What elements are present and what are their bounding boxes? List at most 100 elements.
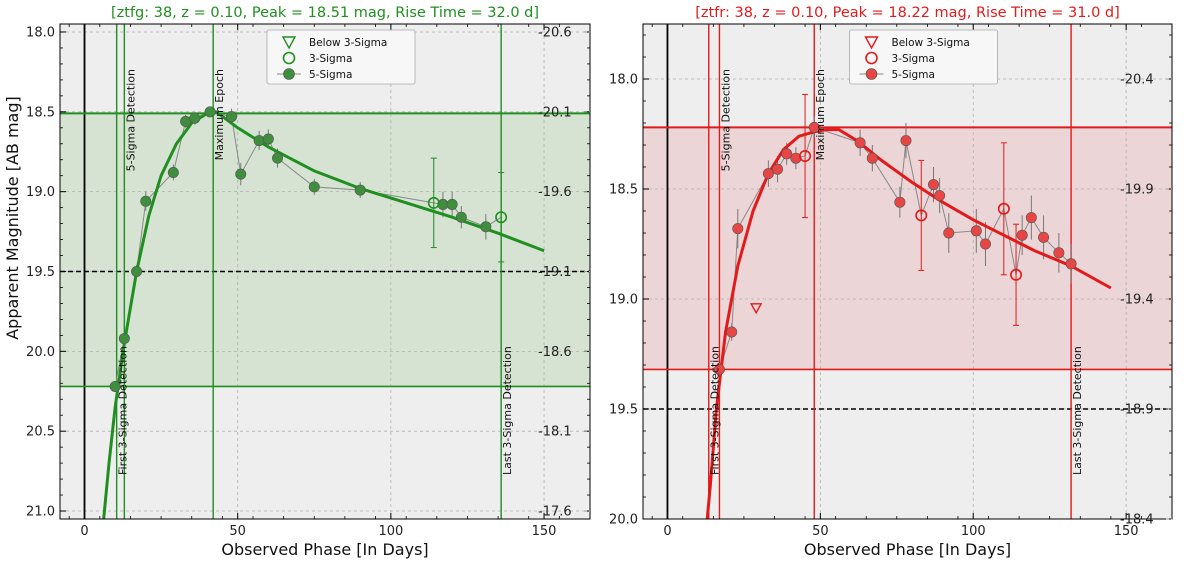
point-5sigma [1038, 231, 1050, 243]
point-5sigma [762, 168, 774, 180]
point-5sigma [354, 184, 366, 196]
right-tick-label: -19.1 [538, 265, 572, 280]
point-5sigma [226, 111, 238, 123]
point-5sigma [866, 152, 878, 164]
x-tick-label: 100 [378, 524, 403, 539]
point-5sigma [262, 133, 274, 145]
legend-box [849, 29, 998, 85]
chart-title: [ztfr: 38, z = 0.10, Peak = 18.22 mag, R… [695, 5, 1120, 21]
x-tick-label: 100 [961, 524, 986, 539]
point-5sigma [167, 167, 179, 179]
point-5sigma [180, 115, 192, 127]
legend-label-1: Below 3-Sigma [892, 37, 970, 49]
point-5sigma [732, 223, 744, 235]
y-tick-label: 18.0 [26, 25, 55, 40]
point-below-3sigma [749, 303, 763, 315]
right-tick-label: -18.9 [1120, 403, 1154, 418]
fit-curve [705, 128, 1112, 519]
event-label-1: First 3-Sigma Detection [709, 346, 722, 475]
point-3sigma [799, 150, 812, 163]
y-tick-label: 20.5 [26, 425, 55, 440]
point-5sigma [480, 221, 492, 233]
point-5sigma [272, 152, 284, 164]
legend-label-1: Below 3-Sigma [309, 37, 387, 49]
x-tick-label: 0 [80, 524, 88, 539]
point-5sigma [894, 196, 906, 208]
point-5sigma [1065, 258, 1077, 270]
event-label-2: 5-Sigma Detection [124, 69, 137, 171]
point-5sigma [204, 106, 216, 118]
x-axis-title: Observed Phase [In Days] [221, 540, 428, 559]
y-tick-label: 20.0 [26, 345, 55, 360]
point-3sigma [495, 211, 508, 224]
right-tick-label: -20.6 [538, 25, 572, 40]
point-5sigma [927, 179, 939, 191]
legend-marker-below [864, 36, 879, 50]
point-3sigma [915, 209, 928, 222]
point-5sigma [253, 135, 265, 147]
legend-marker-5sigma [865, 68, 878, 80]
y-tick-label: 19.0 [26, 185, 55, 200]
plot-area [60, 24, 590, 519]
legend-box [266, 29, 416, 85]
legend-label-3: 5-Sigma [309, 69, 352, 81]
y-tick-label: 21.0 [26, 505, 55, 520]
point-3sigma [997, 202, 1010, 215]
point-5sigma [979, 238, 991, 250]
right-tick-label: -18.4 [1120, 513, 1154, 528]
legend-marker-3sigma [865, 51, 878, 65]
legend-label-2: 3-Sigma [892, 53, 935, 65]
y-tick-label: 18.5 [609, 183, 638, 198]
event-label-3: Maximum Epoch [814, 69, 827, 160]
point-5sigma [308, 181, 320, 193]
y-tick-label: 18.5 [26, 105, 55, 120]
point-5sigma [118, 333, 130, 345]
x-tick-label: 150 [1114, 524, 1139, 539]
point-5sigma [772, 163, 784, 175]
legend-label-3: 5-Sigma [892, 69, 935, 81]
right-tick-label: -19.4 [1120, 293, 1154, 308]
point-5sigma [934, 190, 946, 202]
right-tick-label: -19.9 [1120, 183, 1154, 198]
point-3sigma [1010, 268, 1023, 281]
x-tick-label: 0 [663, 524, 671, 539]
point-3sigma [427, 196, 440, 209]
right-tick-label: -19.6 [538, 185, 572, 200]
point-5sigma [900, 135, 912, 147]
event-label-4: Last 3-Sigma Detection [501, 346, 514, 475]
event-label-4: Last 3-Sigma Detection [1071, 346, 1084, 475]
legend-marker-3sigma [282, 51, 296, 65]
y-tick-label: 19.5 [26, 265, 55, 280]
x-tick-label: 50 [229, 524, 246, 539]
y-tick-label: 18.0 [609, 73, 638, 88]
plot-frame [642, 23, 1173, 520]
right-tick-label: -17.6 [538, 505, 572, 520]
point-5sigma [1016, 229, 1028, 241]
chart-title: [ztfg: 38, z = 0.10, Peak = 18.51 mag, R… [111, 5, 539, 21]
y-tick-label: 19.0 [609, 293, 638, 308]
y-tick-label: 19.5 [609, 403, 638, 418]
event-label-2: 5-Sigma Detection [719, 69, 732, 171]
point-5sigma [854, 137, 866, 149]
point-5sigma [235, 168, 247, 180]
point-5sigma [140, 195, 152, 207]
point-5sigma [726, 326, 738, 338]
point-5sigma [970, 225, 982, 237]
x-tick-label: 150 [532, 524, 557, 539]
y-axis-title: Apparent Magnitude [AB mag] [3, 96, 22, 340]
right-tick-label: -18.1 [538, 425, 572, 440]
right-tick-label: -20.1 [538, 105, 572, 120]
point-5sigma [943, 227, 955, 239]
point-5sigma [781, 148, 793, 160]
point-5sigma [1025, 212, 1037, 224]
point-5sigma [1053, 247, 1065, 259]
legend-label-2: 3-Sigma [309, 53, 352, 65]
point-5sigma [109, 380, 121, 392]
point-5sigma [189, 112, 201, 124]
chart-panel-2: First 3-Sigma Detection 5-Sigma Detection… [609, 5, 1173, 559]
point-5sigma [808, 121, 820, 133]
y-tick-label: 20.0 [609, 513, 638, 528]
x-axis-title: Observed Phase [In Days] [804, 540, 1011, 559]
